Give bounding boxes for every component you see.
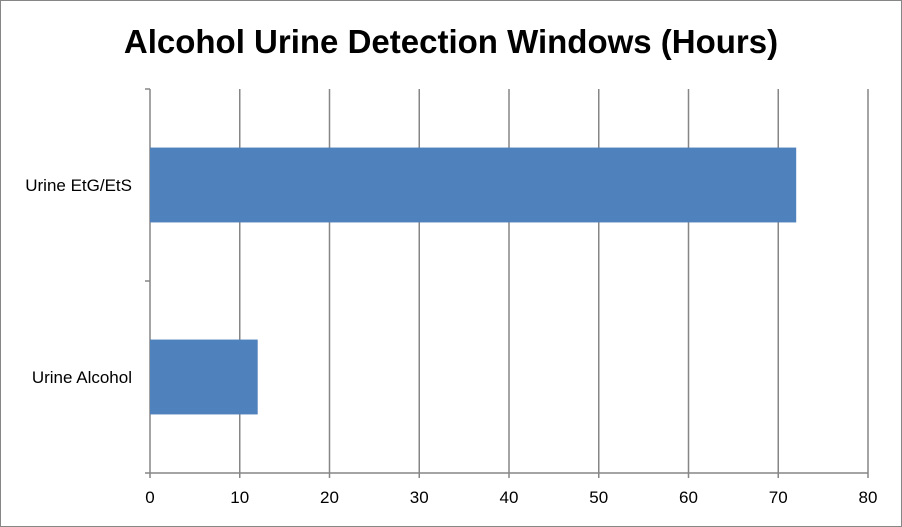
y-category-label: Urine EtG/EtS — [25, 176, 132, 195]
bar-urine-alcohol — [150, 339, 258, 415]
x-tick-label: 50 — [589, 488, 608, 507]
x-tick-label: 80 — [859, 488, 878, 507]
x-tick-label: 70 — [769, 488, 788, 507]
x-tick-label: 30 — [410, 488, 429, 507]
y-category-label: Urine Alcohol — [32, 368, 132, 387]
x-tick-label: 20 — [320, 488, 339, 507]
x-tick-label: 0 — [145, 488, 154, 507]
x-tick-label: 60 — [679, 488, 698, 507]
chart-title: Alcohol Urine Detection Windows (Hours) — [123, 23, 779, 60]
x-tick-label: 40 — [500, 488, 519, 507]
x-tick-label: 10 — [230, 488, 249, 507]
bar-urine-etg-ets — [150, 147, 797, 223]
